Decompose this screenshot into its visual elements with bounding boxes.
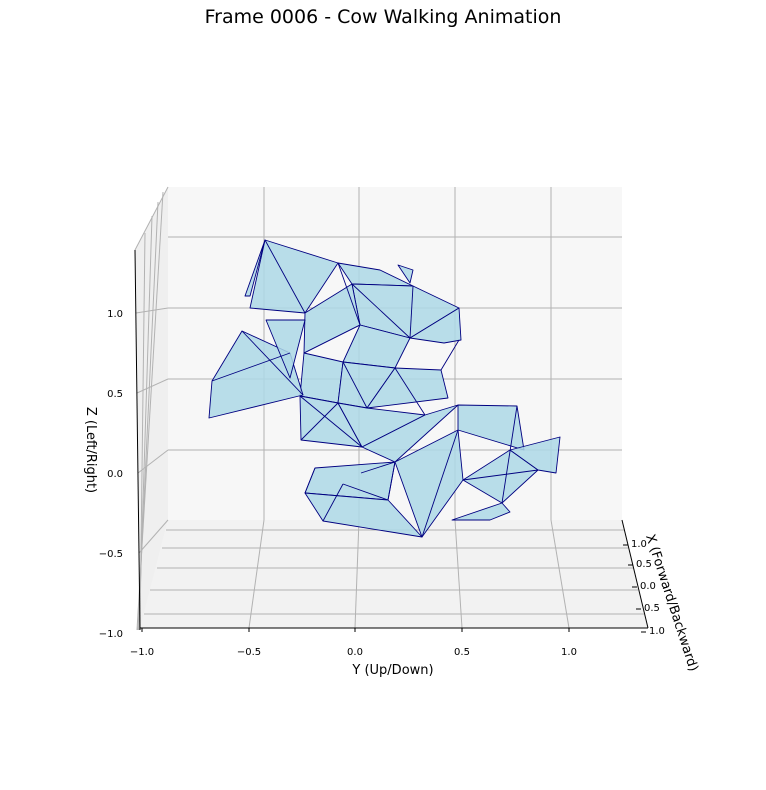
mesh-edge [303, 324, 361, 354]
axis-lines [134, 249, 649, 631]
mesh-face [397, 264, 414, 284]
mesh-face [265, 319, 306, 379]
mesh-edge [342, 483, 389, 501]
z-tick-label: −1.0 [99, 629, 123, 640]
z-axis-label: Z (Left/Right) [83, 407, 98, 493]
mesh-edge [322, 483, 344, 522]
mesh-edge [351, 283, 411, 339]
mesh-face [509, 436, 561, 474]
z-tick-label: 1.0 [107, 309, 123, 320]
x-tick-label: 1.0 [631, 539, 647, 550]
mesh-face [451, 502, 511, 521]
x-tick-label: 0.5 [644, 603, 660, 614]
y-tick-label: 0.5 [454, 647, 470, 658]
y-tick-label: 0.0 [347, 647, 363, 658]
mesh-edge [304, 467, 316, 494]
floor-pane [140, 520, 648, 628]
mesh-edge [211, 352, 291, 382]
cow-mesh [208, 239, 561, 538]
mesh-edge [440, 339, 460, 371]
mesh-edge [394, 367, 426, 416]
mesh-edge [409, 285, 414, 339]
mesh-edge [337, 262, 361, 326]
y-tick-label: −0.5 [237, 647, 261, 658]
z-tick-label: 0.5 [107, 389, 123, 400]
x-tick-label: 0.0 [640, 581, 656, 592]
mesh-face [409, 307, 462, 344]
mesh-edge [299, 395, 363, 448]
mesh-edge [342, 361, 368, 409]
mesh-edge [264, 239, 306, 314]
mesh-edge [421, 429, 459, 538]
mesh-face [299, 352, 344, 404]
x-tick-label: 0.5 [636, 559, 652, 570]
mesh-edge [462, 469, 539, 481]
z-tick-label: −0.5 [99, 549, 123, 560]
mesh-edge [387, 461, 396, 501]
y-tick-label: 1.0 [561, 647, 577, 658]
z-tick-label: 0.0 [107, 469, 123, 480]
mesh-edge [501, 405, 518, 504]
chart-title: Frame 0006 - Cow Walking Animation [204, 6, 562, 28]
mesh-edge [300, 402, 339, 441]
y-axis-label: Y (Up/Down) [351, 663, 433, 678]
mesh-face [244, 239, 266, 297]
mesh-edge [360, 461, 396, 474]
y-tick-label: −1.0 [130, 647, 154, 658]
mesh-edge [241, 330, 304, 396]
x-tick-label: 1.0 [649, 626, 665, 637]
